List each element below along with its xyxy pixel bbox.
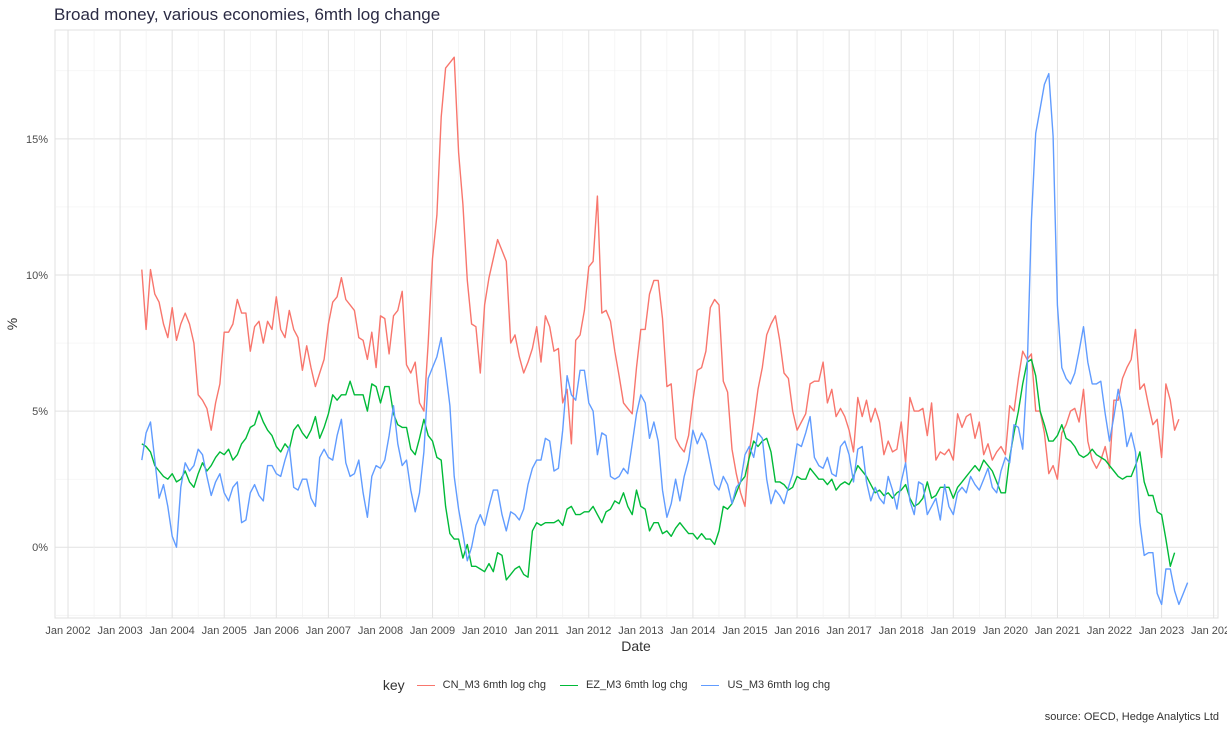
x-tick-label: Jan 2002 [45, 625, 90, 637]
x-tick-label: Jan 2018 [879, 625, 924, 637]
x-tick-label: Jan 2019 [931, 625, 976, 637]
x-tick-label: Jan 2011 [514, 625, 558, 637]
x-tick-label: Jan 2016 [774, 625, 819, 637]
x-tick-label: Jan 2022 [1087, 625, 1132, 637]
x-tick-label: Jan 2013 [618, 625, 663, 637]
legend-entry-ez: EZ_M3 6mth log chg [559, 679, 688, 691]
x-tick-label: Jan 2006 [254, 625, 299, 637]
legend-entry-cn: CN_M3 6mth log chg [416, 679, 546, 691]
x-tick-label: Jan 2014 [670, 625, 715, 637]
x-tick-label: Jan 2010 [462, 625, 507, 637]
y-tick-label: 15% [26, 134, 48, 146]
legend-label-us: US_M3 6mth log chg [727, 679, 831, 691]
x-tick-label: Jan 2012 [566, 625, 611, 637]
y-tick-label: 10% [26, 270, 48, 282]
x-axis-title: Date [621, 638, 651, 654]
x-tick-label: Jan 2023 [1139, 625, 1184, 637]
legend-swatch-cn [416, 684, 435, 686]
x-tick-label: Jan 2007 [306, 625, 351, 637]
y-axis-title: % [4, 318, 20, 330]
legend-swatch-us [701, 684, 720, 686]
x-tick-label: Jan 2004 [150, 625, 195, 637]
x-tick-label: Jan 2021 [1035, 625, 1080, 637]
series-line-1 [141, 358, 1176, 581]
x-tick-labels: Jan 2002 Jan 2003 Jan 2004 Jan 2005 Jan 2006… [45, 625, 1227, 637]
chart-title: Broad money, various economies, 6mth log… [54, 5, 441, 24]
x-tick-label: Jan 2024 [1191, 625, 1227, 637]
series-line-0 [141, 56, 1180, 508]
x-tick-label: Jan 2017 [827, 625, 872, 637]
plot-panel [54, 29, 1219, 619]
y-tick-labels: 0% 5% 10% 15% [26, 134, 48, 554]
legend-label-ez: EZ_M3 6mth log chg [585, 679, 688, 691]
legend-title: key [382, 677, 405, 693]
legend-swatch-ez [559, 684, 578, 686]
x-tick-label: Jan 2015 [722, 625, 767, 637]
y-tick-label: 5% [32, 406, 48, 418]
x-tick-label: Jan 2003 [97, 625, 142, 637]
legend-label-cn: CN_M3 6mth log chg [442, 679, 546, 691]
y-tick-label: 0% [32, 542, 48, 554]
legend-entry-us: US_M3 6mth log chg [701, 679, 830, 691]
series-lines [141, 56, 1189, 606]
x-tick-label: Jan 2020 [983, 625, 1028, 637]
source-caption: source: OECD, Hedge Analytics Ltd [1044, 711, 1219, 723]
series-line-2 [141, 72, 1189, 606]
x-tick-label: Jan 2009 [410, 625, 455, 637]
x-tick-label: Jan 2008 [358, 625, 403, 637]
x-tick-label: Jan 2005 [202, 625, 247, 637]
legend: key CN_M3 6mth log chg EZ_M3 6mth log ch… [0, 677, 1227, 693]
